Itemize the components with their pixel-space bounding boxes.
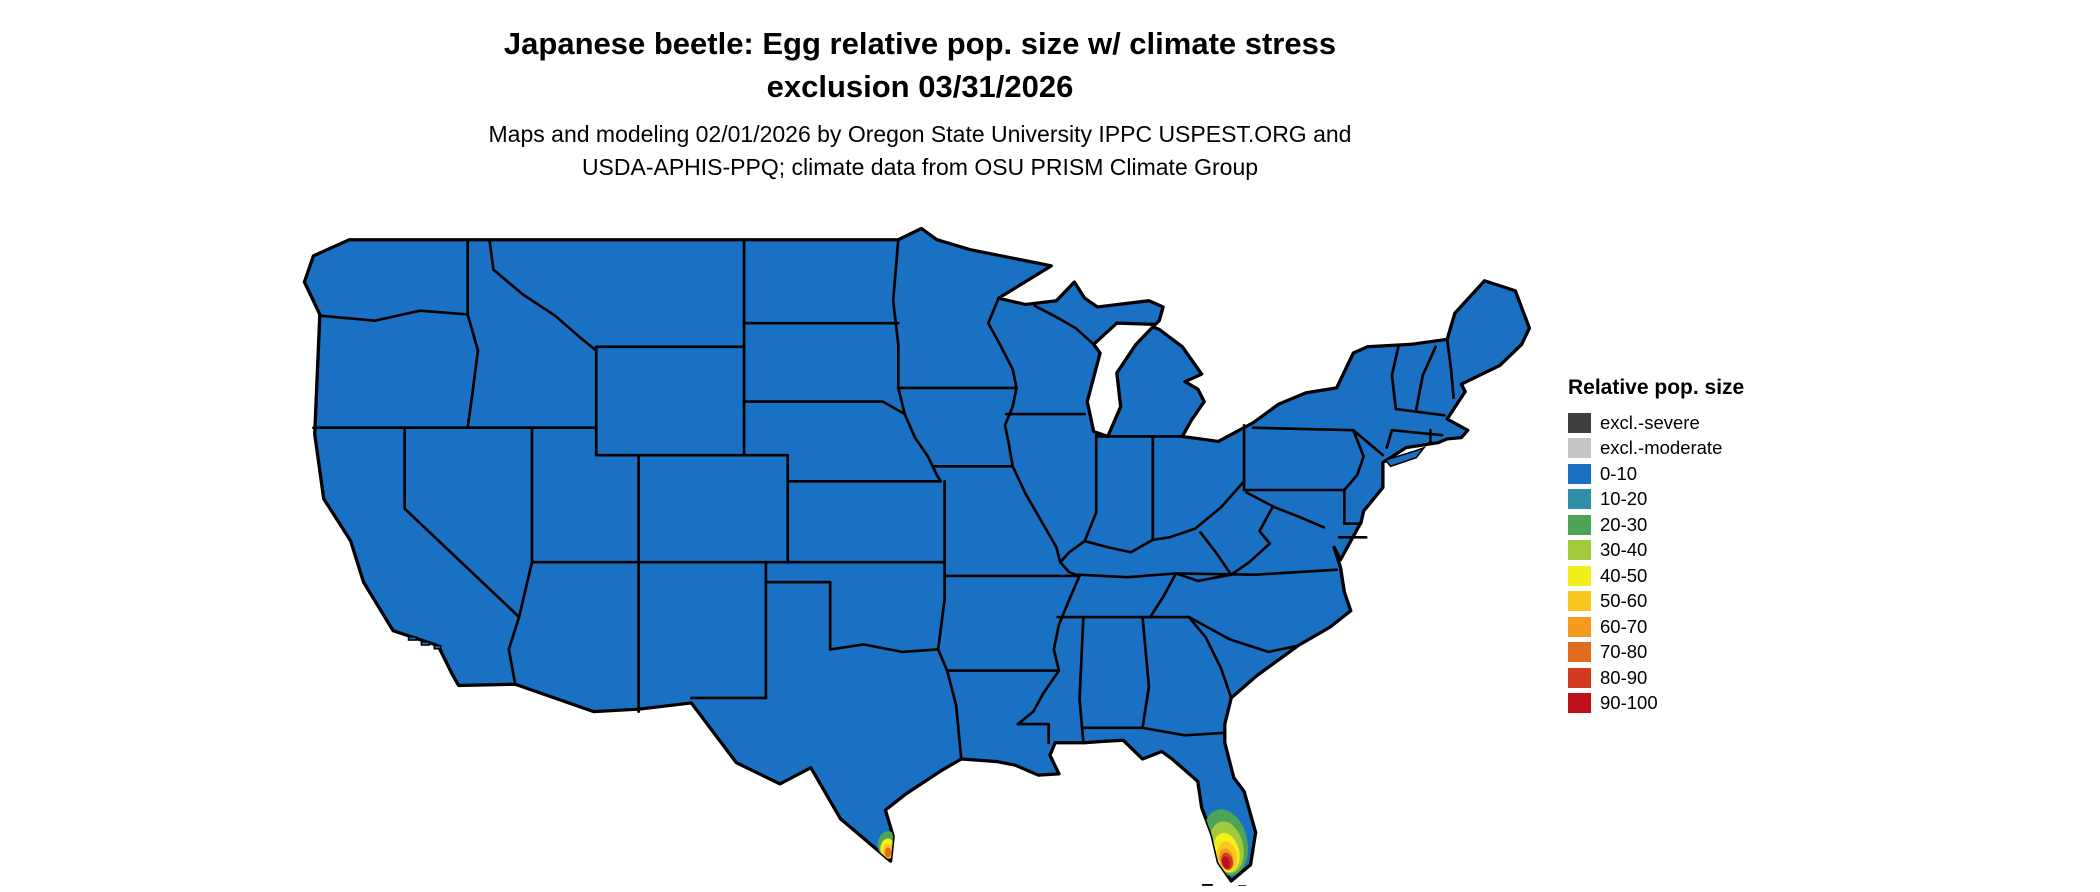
legend-item-label: excl.-moderate [1600, 437, 1723, 459]
legend-swatch [1568, 438, 1591, 459]
figure-title: Japanese beetle: Egg relative pop. size … [0, 22, 1840, 109]
legend-item-label: 50-60 [1600, 590, 1648, 612]
legend-swatch [1568, 412, 1591, 433]
legend-swatch [1568, 489, 1591, 510]
figure-title-line1: Japanese beetle: Egg relative pop. size … [503, 26, 1337, 61]
legend-swatch [1568, 463, 1591, 484]
legend-swatch [1568, 642, 1591, 663]
long-island [1384, 446, 1427, 468]
state-borders [312, 238, 1455, 761]
legend-item-label: 10-20 [1600, 488, 1648, 510]
legend-title: Relative pop. size [1568, 376, 1745, 399]
legend-swatch [1568, 616, 1591, 637]
figure-title-line2: exclusion 03/31/2026 [766, 69, 1074, 105]
legend-item-40-50: 40-50 [1568, 563, 1848, 589]
florida-keys [1202, 884, 1247, 886]
legend-item-label: 0-10 [1600, 462, 1638, 484]
figure-subtitle: Maps and modeling 02/01/2026 by Oregon S… [0, 118, 1840, 185]
small-islands [407, 446, 1427, 886]
legend-item-label: 40-50 [1600, 564, 1648, 586]
legend-swatch [1568, 565, 1591, 586]
legend-item-label: 70-80 [1600, 641, 1648, 663]
legend-swatch [1568, 693, 1591, 714]
hotspot-layer [877, 809, 1249, 876]
legend-item-label: 80-90 [1600, 666, 1648, 688]
legend-item-excl.-moderate: excl.-moderate [1568, 436, 1848, 462]
legend-item-label: 90-100 [1600, 692, 1658, 714]
legend-item-20-30: 20-30 [1568, 512, 1848, 538]
legend-item-label: 60-70 [1600, 615, 1648, 637]
legend-item-excl.-severe: excl.-severe [1568, 410, 1848, 436]
legend-swatch [1568, 540, 1591, 561]
legend-item-label: excl.-severe [1600, 411, 1700, 433]
figure-subtitle-line1: Maps and modeling 02/01/2026 by Oregon S… [488, 121, 1352, 147]
legend-item-70-80: 70-80 [1568, 640, 1848, 666]
figure-subtitle-line2: USDA-APHIS-PPQ; climate data from OSU PR… [581, 154, 1259, 181]
us-map [302, 226, 1532, 886]
legend-swatch [1568, 514, 1591, 535]
legend-item-label: 30-40 [1600, 539, 1648, 561]
channel-islands [407, 636, 442, 650]
legend-item-50-60: 50-60 [1568, 589, 1848, 615]
legend-item-0-10: 0-10 [1568, 461, 1848, 487]
legend-item-label: 20-30 [1600, 513, 1648, 535]
map-legend: Relative pop. size excl.-severe excl.-mod… [1568, 376, 1848, 716]
legend-items: excl.-severe excl.-moderate 0-10 10-20 20-30… [1568, 410, 1848, 716]
legend-item-30-40: 30-40 [1568, 538, 1848, 564]
us-map-container [298, 226, 1532, 886]
legend-swatch [1568, 667, 1591, 688]
legend-item-10-20: 10-20 [1568, 487, 1848, 513]
legend-swatch [1568, 591, 1591, 612]
legend-item-60-70: 60-70 [1568, 614, 1848, 640]
legend-item-90-100: 90-100 [1568, 691, 1848, 717]
legend-item-80-90: 80-90 [1568, 665, 1848, 691]
us-landmass [302, 226, 1532, 883]
